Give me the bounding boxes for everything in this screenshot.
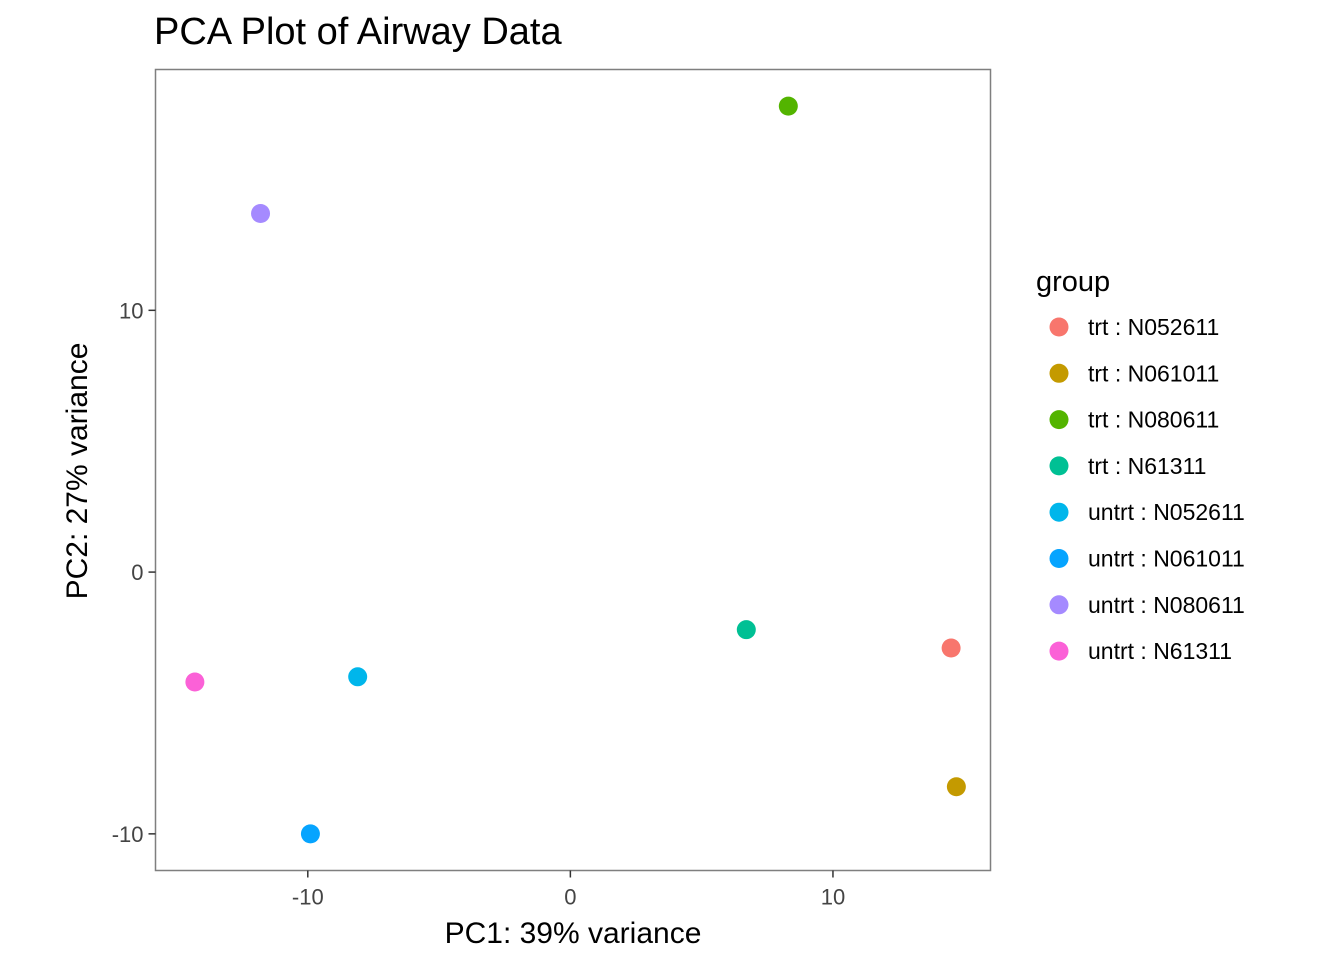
x-axis-title: PC1: 39% variance (445, 917, 702, 950)
legend-label: trt : N61311 (1088, 453, 1206, 479)
data-point (941, 638, 961, 658)
data-point (946, 777, 966, 797)
plot-panel (154, 68, 992, 872)
legend-key (1049, 363, 1069, 383)
legend-label: trt : N080611 (1088, 407, 1219, 433)
data-point (348, 667, 368, 687)
x-tick-label: 0 (564, 885, 576, 910)
x-tick-label: 10 (821, 885, 845, 910)
y-axis: -10 0 10 (112, 298, 156, 847)
legend-key (1049, 641, 1069, 661)
y-axis-title: PC2: 27% variance (61, 343, 94, 600)
legend: group trt : N052611 trt : N061011 trt : N0… (1036, 266, 1245, 664)
legend-label: trt : N052611 (1088, 314, 1219, 340)
data-point (736, 620, 756, 640)
legend-key (1049, 502, 1069, 522)
legend-label: untrt : N052611 (1088, 499, 1245, 525)
x-tick-label: -10 (292, 885, 324, 910)
y-tick-label: -10 (112, 822, 144, 847)
data-point (300, 824, 320, 844)
legend-key (1049, 317, 1069, 337)
legend-label: untrt : N061011 (1088, 546, 1245, 572)
legend-label: trt : N061011 (1088, 360, 1219, 386)
legend-key (1049, 549, 1069, 568)
legend-label: untrt : N080611 (1088, 592, 1245, 618)
data-point (251, 203, 271, 223)
legend-key (1049, 410, 1069, 430)
data-points (185, 96, 966, 844)
x-axis: -10 0 10 (292, 870, 845, 910)
y-tick-label: 10 (119, 298, 143, 323)
data-point (778, 96, 798, 116)
chart-title: PCA Plot of Airway Data (154, 11, 562, 53)
legend-label: untrt : N61311 (1088, 638, 1232, 664)
y-tick-label: 0 (131, 560, 143, 585)
legend-title: group (1036, 266, 1110, 298)
legend-key (1049, 595, 1069, 615)
data-point (185, 672, 205, 692)
legend-key (1049, 456, 1069, 476)
